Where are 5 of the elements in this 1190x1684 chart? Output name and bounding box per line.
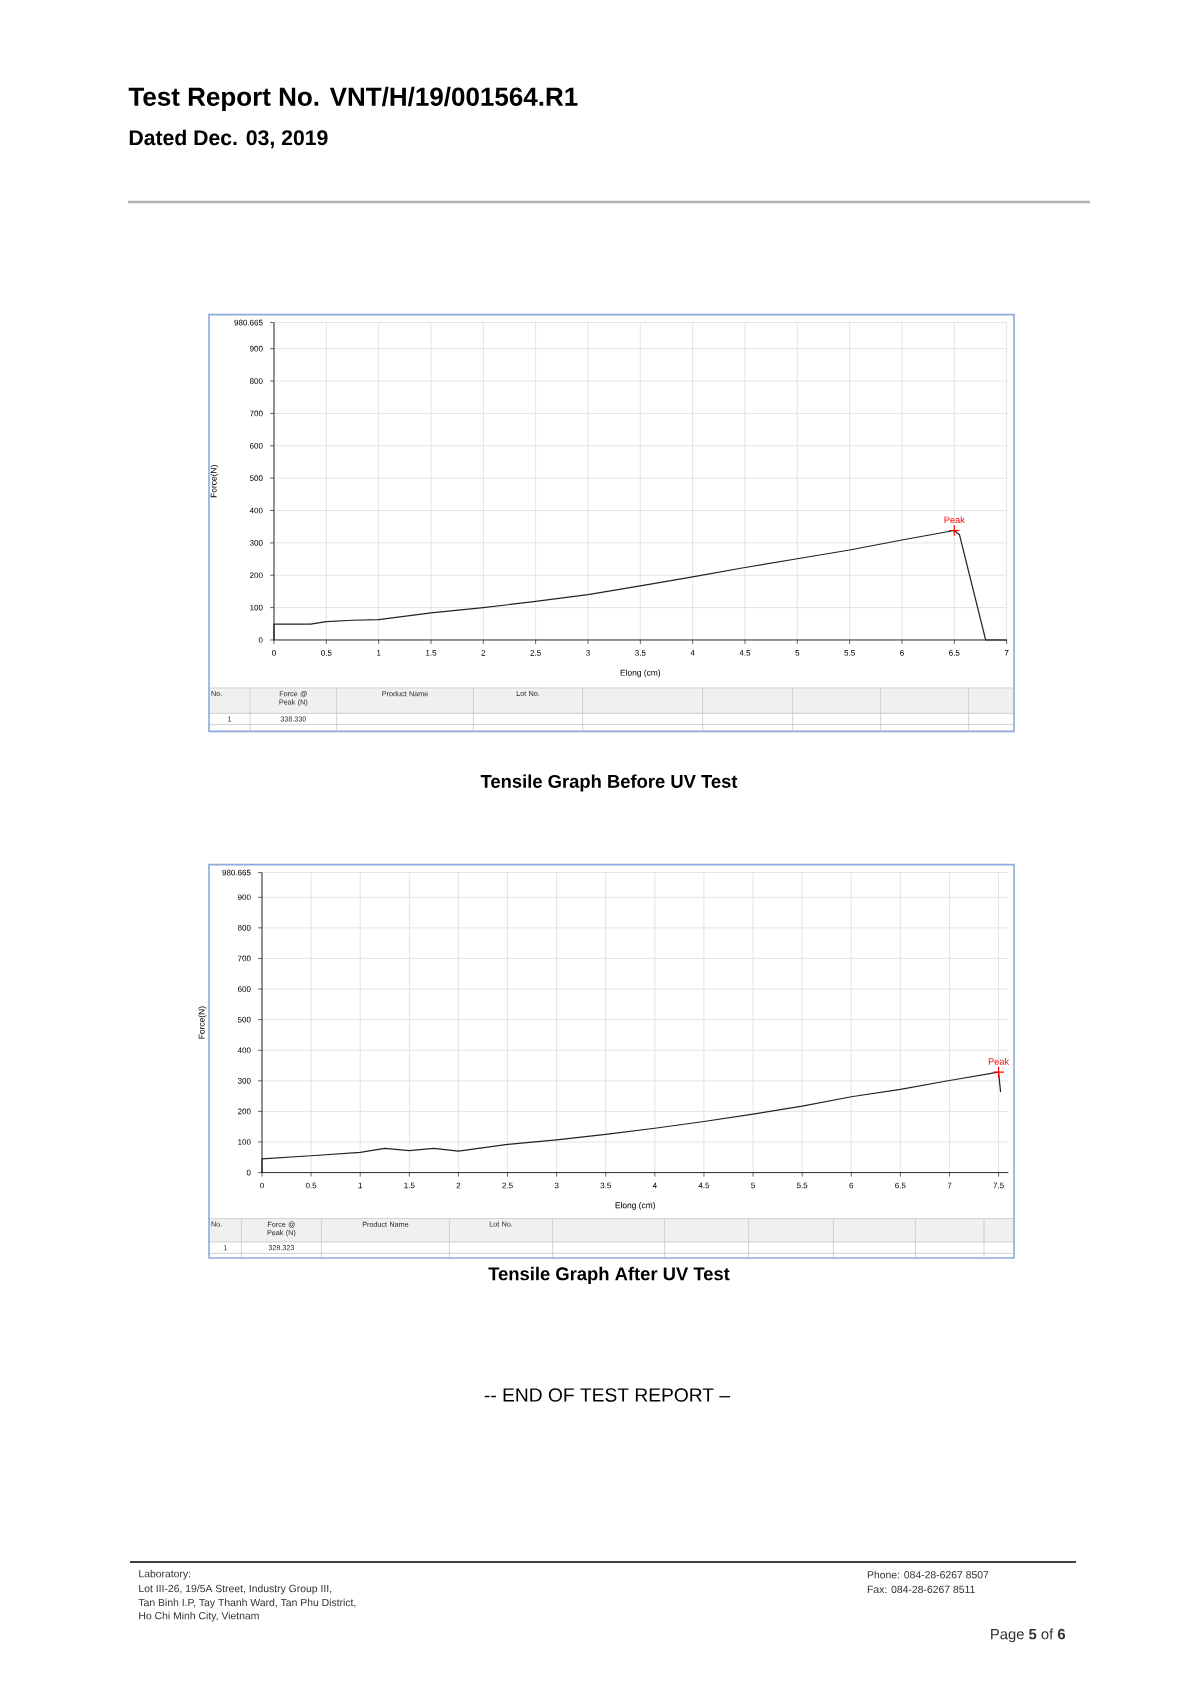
- text: Tensile Graph After UV Test: [488, 1266, 730, 1284]
- text: Tensile Graph Before UV Test: [480, 774, 738, 792]
- chart-subtitle: Dated Dec. 03, 2019: [129, 129, 328, 149]
- text: -- END OF TEST REPORT –: [484, 1388, 731, 1402]
- chart-title: Test Report No. VNT/H/19/001564.R1: [128, 86, 578, 112]
